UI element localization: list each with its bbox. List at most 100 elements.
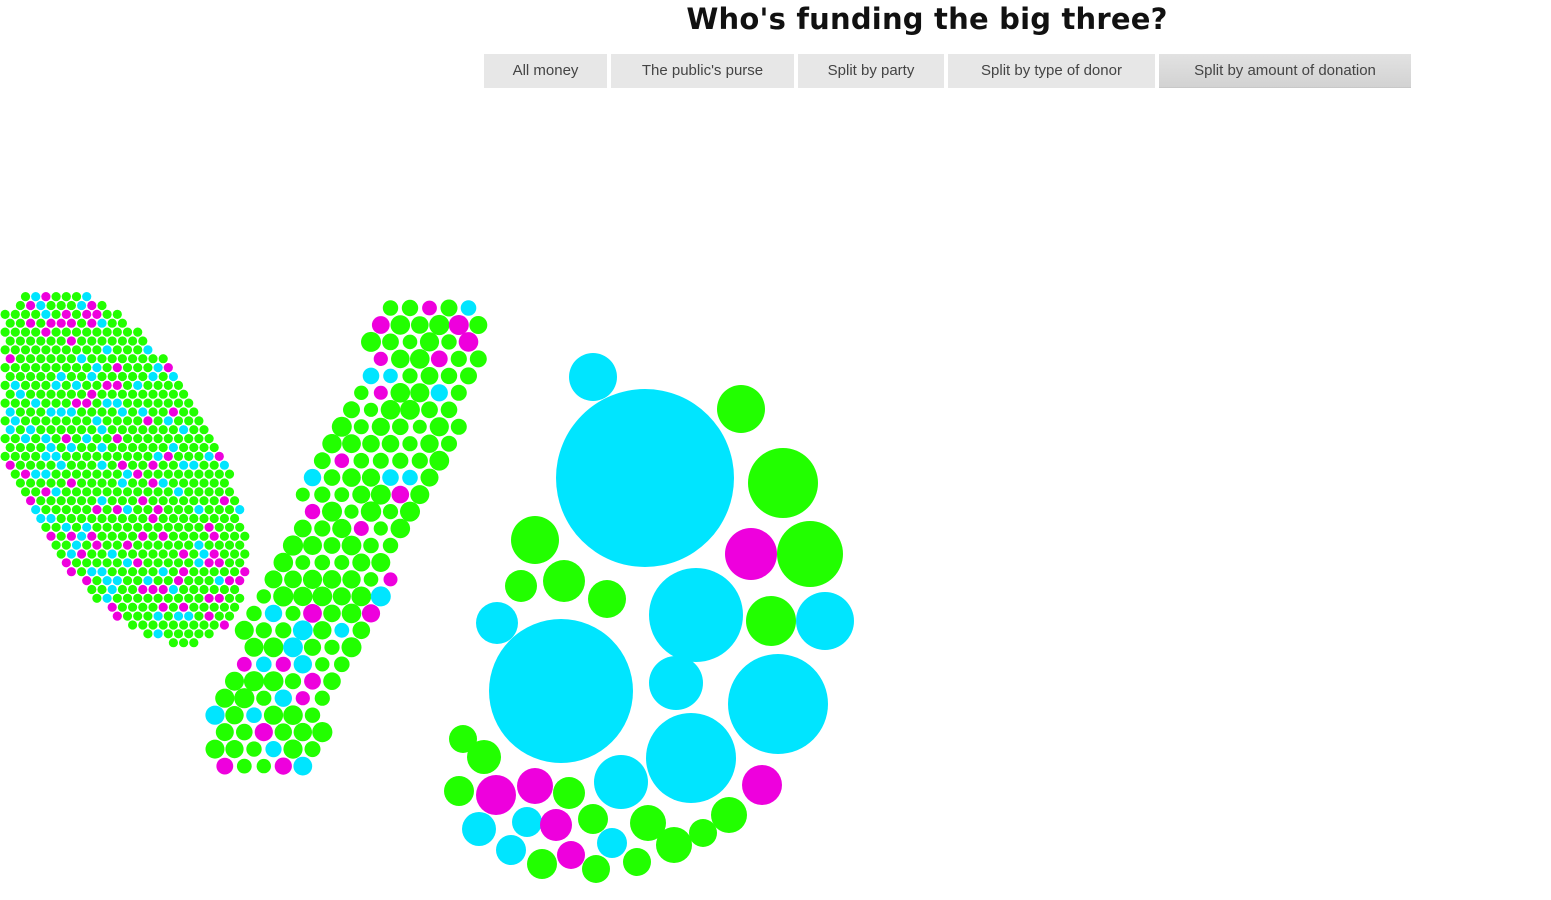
donation-bubble[interactable] [102,363,112,373]
donation-bubble[interactable] [51,487,61,497]
donation-bubble[interactable] [66,336,76,346]
donation-bubble[interactable] [71,505,82,515]
donation-bubble[interactable] [230,531,240,541]
donation-bubble[interactable] [87,389,97,399]
donation-bubble[interactable] [92,363,102,373]
donation-bubble[interactable] [133,416,143,426]
donation-bubble[interactable] [41,505,51,515]
donation-bubble[interactable] [41,487,51,497]
donation-bubble[interactable] [56,300,66,311]
donation-bubble[interactable] [254,723,273,742]
donation-bubble[interactable] [282,535,304,556]
donation-bubble[interactable] [189,584,199,595]
donation-bubble[interactable] [353,419,369,435]
donation-bubble[interactable] [158,620,168,630]
donation-bubble[interactable] [82,380,92,390]
donation-bubble[interactable] [184,434,194,444]
donation-bubble[interactable] [236,723,253,741]
donation-bubble[interactable] [122,434,133,444]
donation-bubble[interactable] [0,327,10,337]
donation-bubble[interactable] [646,713,736,803]
donation-bubble[interactable] [173,434,184,444]
donation-bubble[interactable] [236,656,252,672]
donation-bubble[interactable] [122,576,133,586]
donation-bubble[interactable] [235,576,245,586]
donation-bubble[interactable] [133,327,143,337]
donation-bubble[interactable] [194,576,204,586]
donation-bubble[interactable] [133,451,143,461]
donation-bubble[interactable] [77,496,87,506]
donation-bubble[interactable] [215,723,234,742]
donation-bubble[interactable] [168,549,178,559]
donation-bubble[interactable] [61,487,71,497]
donation-bubble[interactable] [263,671,284,692]
donation-bubble[interactable] [102,416,112,426]
donation-bubble[interactable] [71,469,82,479]
donation-bubble[interactable] [189,567,199,577]
donation-bubble[interactable] [189,638,199,648]
donation-bubble[interactable] [117,531,127,541]
donation-bubble[interactable] [143,487,153,497]
donation-bubble[interactable] [31,398,41,408]
tab-split-by-donation-amount[interactable]: Split by amount of donation [1159,54,1411,88]
donation-bubble[interactable] [265,741,282,758]
donation-bubble[interactable] [82,558,92,568]
donation-bubble[interactable] [469,350,487,368]
donation-bubble[interactable] [476,602,518,644]
donation-bubble[interactable] [36,478,46,488]
donation-bubble[interactable] [168,602,178,612]
donation-bubble[interactable] [112,558,122,568]
donation-bubble[interactable] [392,418,409,436]
donation-bubble[interactable] [163,469,173,479]
donation-bubble[interactable] [107,318,117,328]
donation-bubble[interactable] [158,442,168,453]
donation-bubble[interactable] [92,505,102,515]
donation-bubble[interactable] [153,469,163,479]
donation-bubble[interactable] [133,611,143,621]
donation-bubble[interactable] [20,309,31,319]
donation-bubble[interactable] [184,558,194,568]
donation-bubble[interactable] [224,611,235,621]
donation-bubble[interactable] [71,522,82,532]
donation-bubble[interactable] [148,602,158,612]
donation-bubble[interactable] [77,549,87,559]
donation-bubble[interactable] [148,620,158,630]
donation-bubble[interactable] [61,434,71,444]
donation-bubble[interactable] [26,354,36,364]
donation-bubble[interactable] [97,584,107,595]
donation-bubble[interactable] [234,688,255,709]
donation-bubble[interactable] [77,531,87,541]
donation-bubble[interactable] [102,398,112,408]
donation-bubble[interactable] [361,331,381,352]
donation-bubble[interactable] [597,828,627,858]
donation-bubble[interactable] [31,380,41,390]
donation-bubble[interactable] [46,407,56,417]
donation-bubble[interactable] [458,332,479,352]
donation-bubble[interactable] [274,689,292,707]
donation-bubble[interactable] [292,620,313,641]
donation-bubble[interactable] [26,496,36,506]
donation-bubble[interactable] [189,531,199,541]
donation-bubble[interactable] [219,602,229,612]
donation-bubble[interactable] [184,629,194,639]
donation-bubble[interactable] [92,487,102,497]
donation-bubble[interactable] [36,496,46,506]
donation-bubble[interactable] [240,549,250,559]
donation-bubble[interactable] [334,656,350,673]
donation-bubble[interactable] [189,478,199,488]
donation-bubble[interactable] [36,513,46,524]
donation-bubble[interactable] [148,513,158,524]
donation-bubble[interactable] [322,434,342,454]
donation-bubble[interactable] [112,469,122,479]
donation-bubble[interactable] [158,513,168,524]
donation-bubble[interactable] [92,522,102,532]
donation-bubble[interactable] [351,586,372,607]
donation-bubble[interactable] [77,442,87,453]
donation-bubble[interactable] [51,416,61,426]
donation-bubble[interactable] [128,584,138,595]
donation-bubble[interactable] [163,487,173,497]
donation-bubble[interactable] [334,555,350,570]
donation-bubble[interactable] [102,309,112,319]
donation-bubble[interactable] [133,505,143,515]
donation-bubble[interactable] [205,739,225,759]
